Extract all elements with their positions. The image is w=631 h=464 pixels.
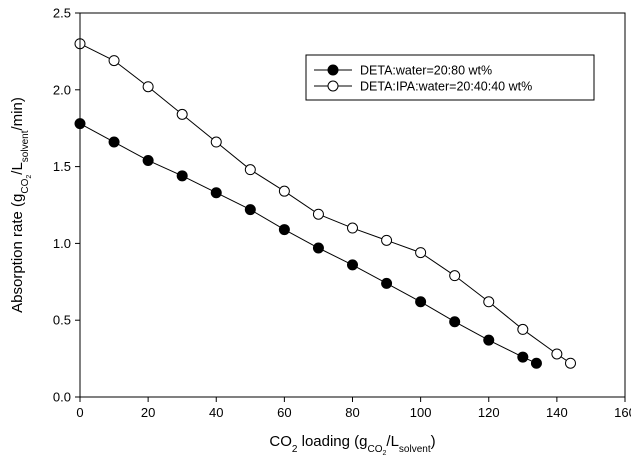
- data-point: [530, 357, 542, 369]
- data-point: [278, 185, 290, 197]
- data-point: [415, 247, 427, 259]
- series-1: [74, 118, 542, 369]
- data-point: [381, 277, 393, 289]
- data-point: [312, 242, 324, 254]
- y-axis-title-slash: /L: [9, 162, 26, 175]
- data-point: [415, 296, 427, 308]
- data-point: [278, 224, 290, 236]
- y-axis-title-sub-solvent: solvent: [20, 130, 31, 162]
- y-tick-label: 2.0: [53, 82, 71, 97]
- legend-marker: [327, 80, 339, 92]
- x-tick-label: 60: [277, 405, 291, 420]
- y-axis-title-sub-co-2: 2: [26, 175, 33, 179]
- y-axis-title-sub-co: CO: [20, 178, 31, 193]
- data-point: [449, 270, 461, 282]
- legend-box: [305, 54, 595, 101]
- x-axis-title-co: CO: [269, 433, 292, 450]
- x-tick-label: 140: [546, 405, 568, 420]
- legend-label: DETA:IPA:water=20:40:40 wt%: [360, 80, 532, 94]
- legend-label: DETA:water=20:80 wt%: [360, 64, 492, 78]
- data-point: [347, 222, 358, 234]
- data-point: [483, 334, 495, 346]
- data-point: [108, 136, 120, 148]
- series-2: [74, 38, 576, 369]
- y-tick-label: 1.0: [53, 236, 71, 251]
- y-tick-label: 2.5: [53, 6, 71, 21]
- x-tick-label: 0: [76, 405, 83, 420]
- y-axis-title-tail: /min): [9, 97, 26, 130]
- x-axis-title-sub-co-2: 2: [383, 450, 387, 457]
- data-point: [517, 323, 529, 335]
- y-tick-label: 1.5: [53, 159, 71, 174]
- y-axis-title: Absorption rate (gCO2/Lsolvent/min): [9, 97, 33, 313]
- data-point: [210, 136, 222, 148]
- data-point: [517, 351, 529, 363]
- series-layer: [74, 38, 576, 369]
- data-point: [142, 154, 154, 166]
- x-tick-label: 160: [614, 405, 631, 420]
- data-point: [347, 259, 358, 271]
- legend: DETA:water=20:80 wt% DETA:IPA:water=20:40…: [305, 54, 595, 101]
- data-point: [312, 208, 324, 220]
- x-axis-title-sub-solvent: solvent: [399, 444, 431, 455]
- x-tick-label: 20: [141, 405, 155, 420]
- data-point: [449, 316, 461, 328]
- x-axis-title-sub-2: 2: [292, 444, 298, 455]
- x-tick-label: 120: [478, 405, 500, 420]
- data-point: [176, 170, 188, 182]
- data-point: [244, 204, 256, 216]
- data-point: [551, 348, 563, 360]
- x-tick-label: 100: [410, 405, 432, 420]
- x-axis-title-slash: /L: [386, 433, 399, 450]
- x-axis-title-close: ): [431, 433, 436, 450]
- x-tick-label: 80: [345, 405, 359, 420]
- data-point: [210, 187, 222, 199]
- x-axis-title-sub-co: CO: [368, 444, 383, 455]
- data-point: [381, 234, 393, 246]
- legend-marker: [327, 64, 339, 76]
- data-point: [565, 357, 576, 369]
- data-point: [108, 55, 120, 67]
- y-axis-title-main: Absorption rate (g: [9, 194, 26, 313]
- x-axis-title-mid: loading (g: [297, 433, 367, 450]
- y-tick-label: 0.5: [53, 313, 71, 328]
- x-tick-label: 40: [209, 405, 223, 420]
- y-tick-label: 0.0: [53, 390, 71, 405]
- data-point: [142, 81, 154, 93]
- data-point: [483, 296, 495, 308]
- axes-layer: 0 20 40 60 80 100 120 140 160 0.0 0.5 1.0 1.5 2.0 2.5: [53, 6, 631, 421]
- series-line: [79, 43, 571, 364]
- data-point: [176, 108, 188, 120]
- x-axis-title: CO2 loading (gCO2/Lsolvent): [269, 433, 435, 457]
- data-point: [244, 164, 256, 176]
